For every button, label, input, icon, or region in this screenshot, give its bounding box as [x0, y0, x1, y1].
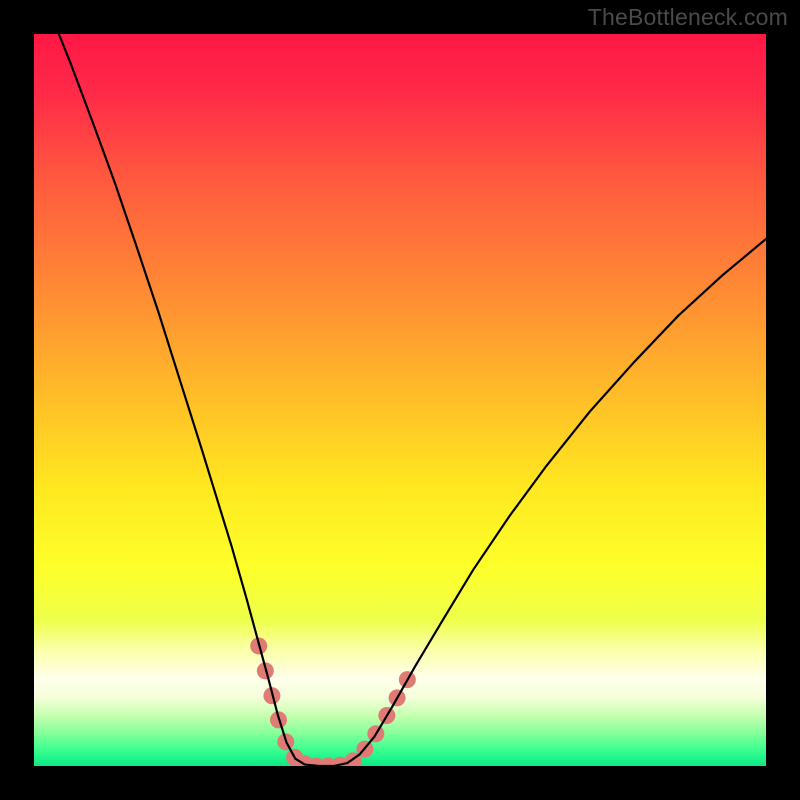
bottleneck-chart	[0, 0, 800, 800]
plot-background-gradient	[34, 34, 766, 766]
chart-container: TheBottleneck.com	[0, 0, 800, 800]
watermark-text: TheBottleneck.com	[588, 4, 788, 31]
